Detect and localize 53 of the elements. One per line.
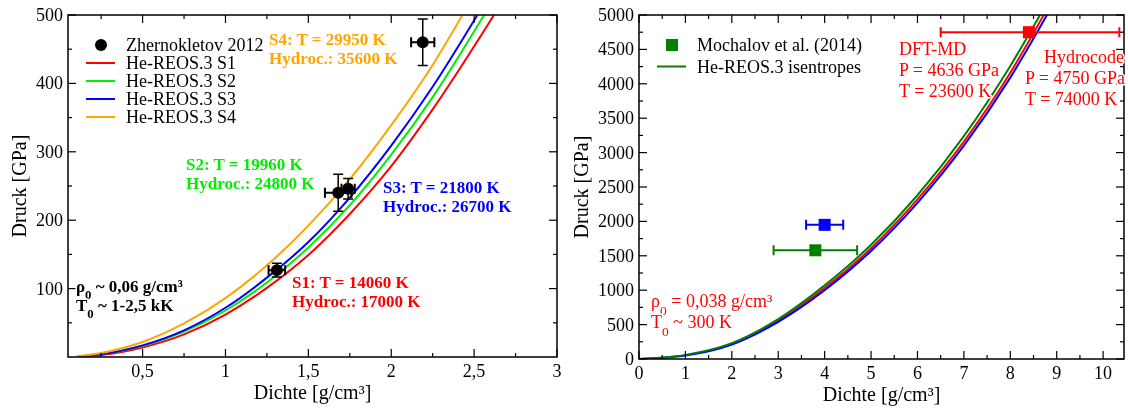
x-tick-label: 8 [1005, 363, 1015, 383]
y-tick-label: 300 [36, 141, 63, 162]
y-tick-label: 500 [607, 314, 634, 335]
y-tick-label: 400 [36, 73, 63, 94]
annotation: S4: T = 29950 K Hydroc.: 35600 K [269, 30, 399, 68]
x-tick-label: 4 [820, 363, 830, 383]
y-axis-title: Druck [GPa] [570, 135, 592, 239]
y-tick-label: 4500 [598, 39, 634, 60]
point [809, 244, 822, 257]
x-tick-label: 2,5 [462, 361, 486, 381]
legend-label: He-REOS.3 S2 [126, 71, 237, 91]
point [1022, 26, 1035, 39]
annotation: DFT-MD P = 4636 GPa T = 23600 K [899, 39, 999, 101]
y-tick-label: 2500 [598, 177, 634, 197]
x-tick-label: 3 [773, 363, 783, 383]
annotation: ρ$_{0}$ = 0,038 g/cm³ T$_{0}$ ~ 300 K [651, 291, 773, 339]
x-tick-label: 2 [386, 361, 396, 381]
x-tick-label: 0,5 [131, 361, 154, 381]
x-tick-label: 10 [1094, 363, 1113, 383]
x-tick-label: 5 [866, 363, 876, 383]
legend-label: He-REOS.3 S1 [126, 53, 237, 73]
x-tick-label: 2 [727, 363, 737, 383]
annotation: S1: T = 14060 K Hydroc.: 17000 K [292, 273, 422, 311]
point [416, 36, 429, 49]
y-tick-label: 3000 [598, 142, 634, 163]
x-tick-label: 7 [959, 363, 969, 383]
y-tick-label: 2000 [598, 211, 634, 232]
legend-label: He-REOS.3 isentropes [697, 56, 861, 77]
y-tick-label: 1500 [598, 245, 634, 266]
y-tick-label: 5000 [598, 5, 634, 25]
x-tick-label: 9 [1052, 363, 1062, 383]
y-tick-label: 200 [36, 210, 63, 231]
x-tick-label: 1 [220, 361, 230, 381]
legend-label: Zhernokletov 2012 [126, 35, 264, 55]
y-axis-title: Druck [GPa] [8, 134, 30, 238]
legend-label: He-REOS.3 S3 [126, 89, 237, 109]
annotation: ρ$_{0}$ ~ 0,06 g/cm³ T$_{0}$ ~ 1-2,5 kK [76, 277, 183, 321]
legend-label: He-REOS.3 S4 [126, 107, 237, 127]
y-tick-label: 4000 [598, 73, 634, 94]
x-tick-label: 6 [912, 363, 922, 383]
x-tick-label: 1,5 [297, 361, 320, 381]
legend-label: Mochalov et al. (2014) [697, 35, 862, 56]
x-axis-title: Dichte [g/cm³] [253, 381, 372, 404]
annotation: S3: T = 21800 K Hydroc.: 26700 K [383, 178, 513, 216]
y-tick-label: 1000 [598, 280, 634, 301]
y-tick-label: 500 [36, 5, 63, 25]
x-axis-title: Dichte [g/cm³] [822, 383, 941, 406]
annotation: S2: T = 19960 K Hydroc.: 24800 K [186, 155, 316, 193]
y-tick-label: 3500 [598, 108, 634, 129]
y-tick-label: 100 [36, 278, 63, 299]
x-tick-label: 1 [680, 363, 690, 383]
x-tick-label: 3 [552, 361, 562, 381]
point [818, 218, 831, 231]
